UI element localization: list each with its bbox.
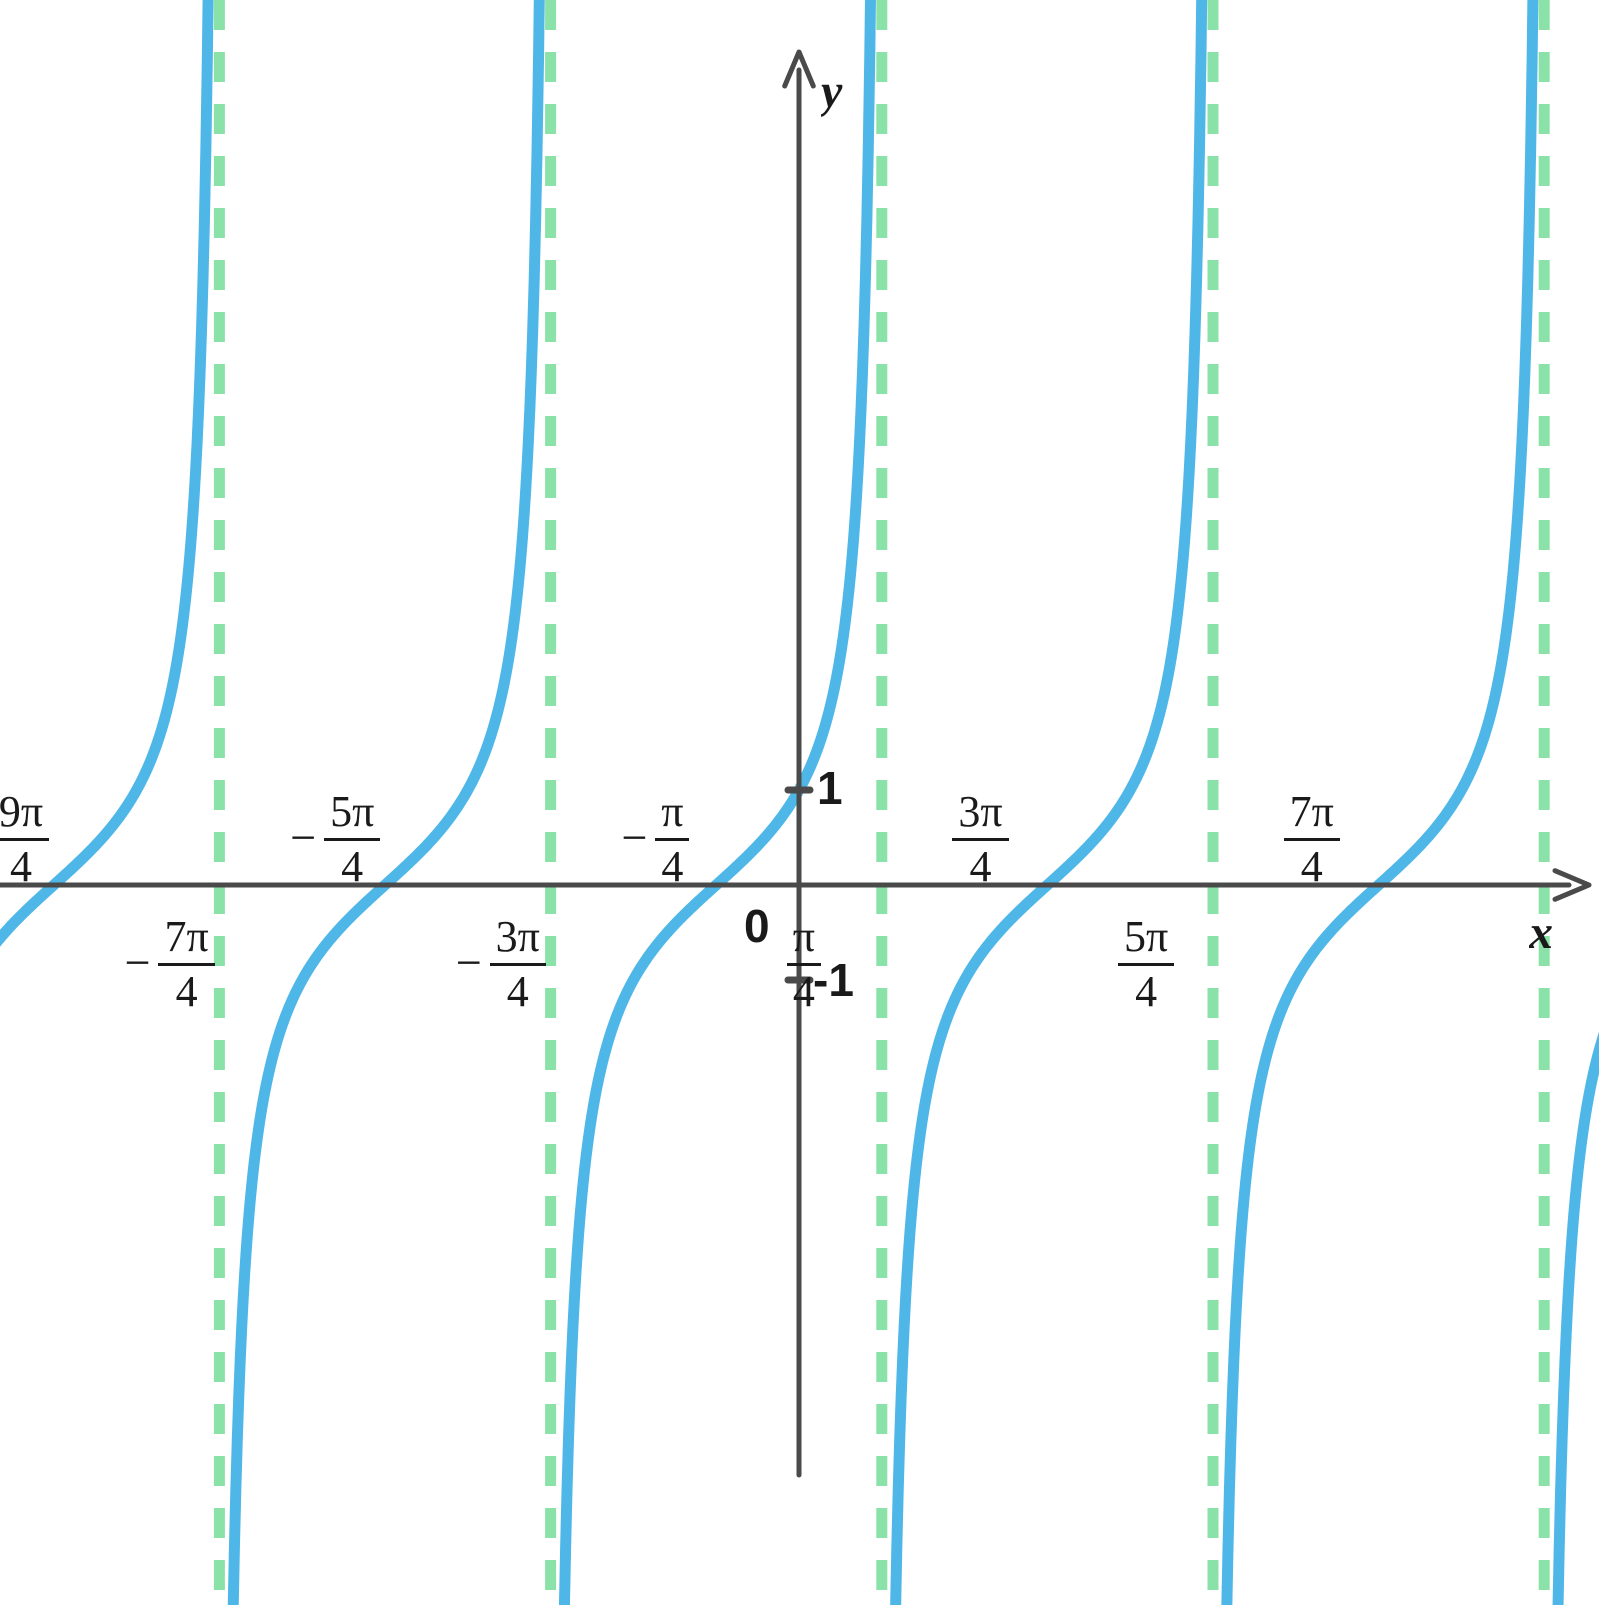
- x-tick-numerator: 7π: [158, 915, 214, 966]
- x-tick-label: 7π 4: [1284, 790, 1484, 940]
- x-tick-numerator: π: [655, 790, 689, 841]
- x-axis-label: x: [1529, 906, 1553, 959]
- x-tick-denominator: 4: [952, 841, 1008, 889]
- x-tick-numerator: 7π: [1284, 790, 1340, 841]
- x-tick-numerator: 9π: [0, 790, 49, 841]
- x-tick-denominator: 4: [655, 841, 689, 889]
- x-tick-denominator: 4: [490, 966, 546, 1014]
- x-tick-numerator: 5π: [324, 790, 380, 841]
- x-axis-label-wrap: x: [1529, 905, 1589, 975]
- y-tick-label-pos-wrap: 1: [817, 761, 907, 831]
- x-tick-denominator: 4: [158, 966, 214, 1014]
- x-tick-denominator: 4: [787, 966, 821, 1014]
- x-tick-numerator: 3π: [952, 790, 1008, 841]
- x-tick-numerator: 3π: [490, 915, 546, 966]
- x-tick-denominator: 4: [1284, 841, 1340, 889]
- y-axis-label-wrap: y: [821, 64, 881, 134]
- x-tick-denominator: 4: [0, 841, 49, 889]
- x-tick-numerator: 5π: [1118, 915, 1174, 966]
- x-tick-numerator: π: [787, 915, 821, 966]
- x-tick-denominator: 4: [1118, 966, 1174, 1014]
- x-tick-denominator: 4: [324, 841, 380, 889]
- y-axis-label: y: [821, 65, 842, 118]
